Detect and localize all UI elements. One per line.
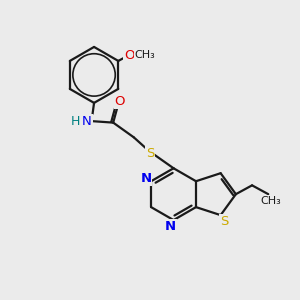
- Text: N: N: [165, 220, 176, 233]
- Text: O: O: [115, 94, 125, 108]
- Text: H: H: [71, 115, 80, 128]
- Text: CH₃: CH₃: [134, 50, 155, 60]
- Text: N: N: [82, 115, 92, 128]
- Text: S: S: [220, 215, 228, 228]
- Text: S: S: [146, 147, 154, 160]
- Text: N: N: [140, 172, 152, 185]
- Text: CH₃: CH₃: [260, 196, 281, 206]
- Text: O: O: [124, 49, 135, 62]
